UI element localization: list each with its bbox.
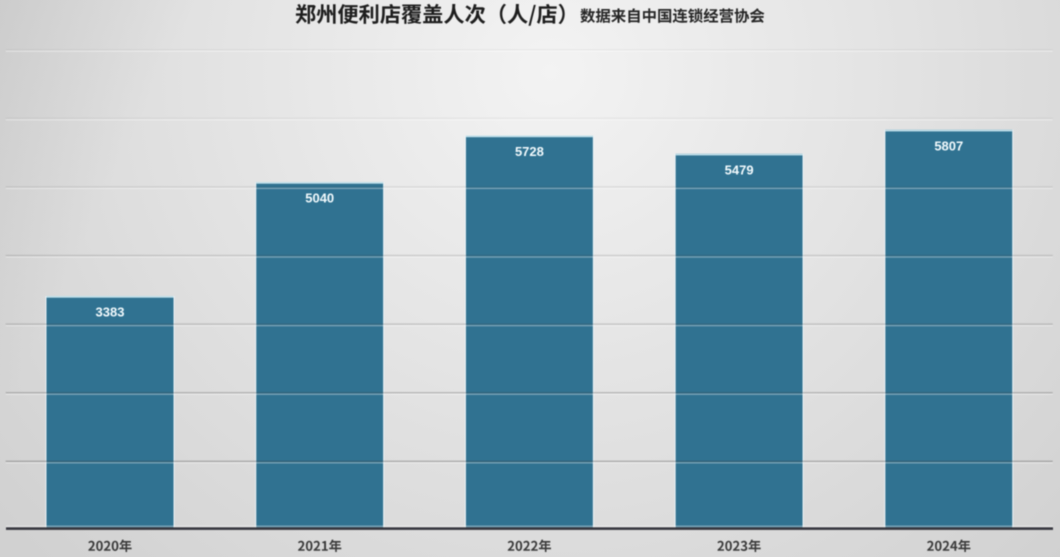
svg-text:5728: 5728 xyxy=(515,144,544,159)
svg-text:5807: 5807 xyxy=(934,138,963,153)
svg-text:5040: 5040 xyxy=(305,191,334,206)
svg-text:5479: 5479 xyxy=(725,162,754,177)
svg-text:3383: 3383 xyxy=(96,305,125,320)
